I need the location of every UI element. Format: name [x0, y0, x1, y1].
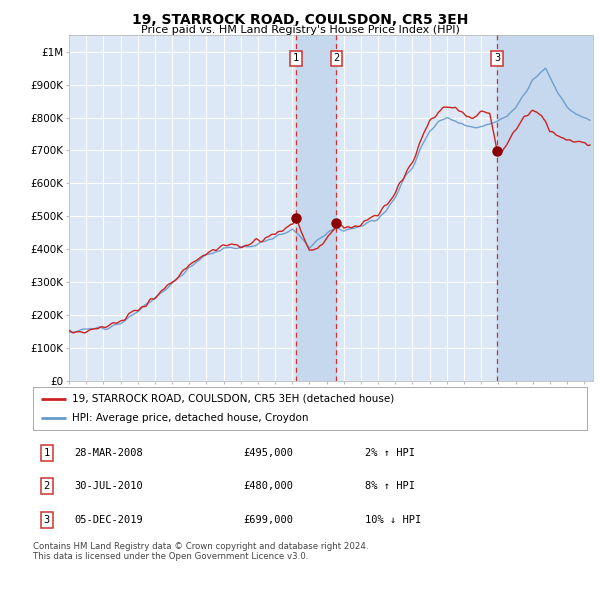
Bar — [296, 35, 337, 381]
Text: £495,000: £495,000 — [244, 448, 293, 458]
Text: £480,000: £480,000 — [244, 481, 293, 491]
Text: 30-JUL-2010: 30-JUL-2010 — [74, 481, 143, 491]
Text: 3: 3 — [494, 54, 500, 63]
Text: £699,000: £699,000 — [244, 514, 293, 525]
Text: Contains HM Land Registry data © Crown copyright and database right 2024.
This d: Contains HM Land Registry data © Crown c… — [33, 542, 368, 561]
Text: 19, STARROCK ROAD, COULSDON, CR5 3EH (detached house): 19, STARROCK ROAD, COULSDON, CR5 3EH (de… — [72, 394, 394, 404]
Text: 2: 2 — [334, 54, 340, 63]
Text: 3: 3 — [44, 514, 50, 525]
Text: 10% ↓ HPI: 10% ↓ HPI — [365, 514, 422, 525]
Bar — [497, 35, 593, 381]
Text: 1: 1 — [44, 448, 50, 458]
Text: 2% ↑ HPI: 2% ↑ HPI — [365, 448, 415, 458]
Text: HPI: Average price, detached house, Croydon: HPI: Average price, detached house, Croy… — [72, 413, 308, 423]
Text: 28-MAR-2008: 28-MAR-2008 — [74, 448, 143, 458]
Text: Price paid vs. HM Land Registry's House Price Index (HPI): Price paid vs. HM Land Registry's House … — [140, 25, 460, 35]
Text: 1: 1 — [293, 54, 299, 63]
Text: 19, STARROCK ROAD, COULSDON, CR5 3EH: 19, STARROCK ROAD, COULSDON, CR5 3EH — [132, 13, 468, 27]
Text: 05-DEC-2019: 05-DEC-2019 — [74, 514, 143, 525]
Text: 2: 2 — [44, 481, 50, 491]
Text: 8% ↑ HPI: 8% ↑ HPI — [365, 481, 415, 491]
